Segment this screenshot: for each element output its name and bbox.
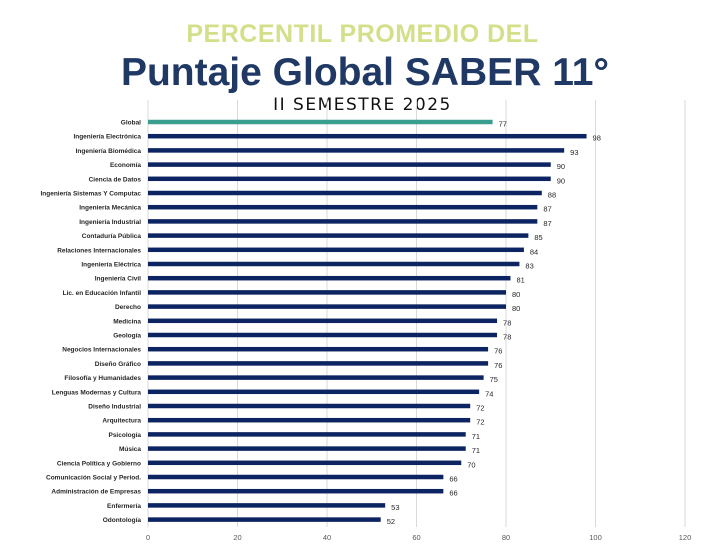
value-label: 88 bbox=[548, 191, 556, 200]
bar bbox=[148, 304, 506, 309]
value-label: 84 bbox=[530, 247, 538, 256]
bar bbox=[148, 119, 493, 125]
chart-pre-title: PERCENTIL PROMEDIO DEL bbox=[186, 20, 539, 48]
value-label: 52 bbox=[387, 517, 395, 526]
value-label: 90 bbox=[557, 176, 565, 185]
category-label: Global bbox=[121, 120, 141, 127]
x-tick-label: 80 bbox=[502, 533, 510, 542]
bar bbox=[148, 375, 484, 380]
value-label: 77 bbox=[499, 120, 507, 129]
x-tick-label: 20 bbox=[233, 533, 241, 542]
bar bbox=[148, 204, 538, 210]
category-label: Relaciones Internacionales bbox=[57, 247, 141, 254]
x-tick-label: 60 bbox=[412, 533, 420, 542]
bar bbox=[148, 190, 542, 196]
category-label: Derecho bbox=[115, 304, 141, 311]
value-label: 78 bbox=[503, 318, 511, 327]
value-label: 71 bbox=[472, 432, 480, 441]
category-label: Comunicación Social y Period. bbox=[46, 475, 141, 482]
value-label: 76 bbox=[494, 361, 502, 370]
value-label: 78 bbox=[503, 333, 511, 342]
value-label: 74 bbox=[485, 389, 493, 398]
bar bbox=[148, 446, 466, 451]
value-label: 90 bbox=[557, 162, 565, 171]
category-label: Lenguas Modernas y Cultura bbox=[52, 389, 142, 396]
bar bbox=[148, 503, 386, 508]
bar bbox=[148, 318, 498, 324]
category-label: Ciencia Política y Gobierno bbox=[57, 460, 141, 467]
bar bbox=[148, 162, 551, 167]
category-label: Administración de Empresas bbox=[51, 489, 141, 496]
category-label: Contaduría Pública bbox=[82, 233, 142, 240]
value-label: 71 bbox=[472, 446, 480, 455]
bar bbox=[148, 389, 480, 395]
category-label: Ingeniería Sistemas Y Computac bbox=[40, 191, 141, 198]
category-label: Filosofía y Humanidades bbox=[64, 375, 141, 382]
value-label: 80 bbox=[512, 290, 520, 299]
value-label: 72 bbox=[476, 404, 484, 413]
bar bbox=[148, 275, 511, 281]
category-label: Diseño Gráfico bbox=[95, 361, 141, 368]
chart-subtitle: II SEMESTRE 2025 bbox=[273, 95, 452, 115]
bar bbox=[148, 517, 381, 522]
category-label: Ingeniería Biomédica bbox=[76, 148, 142, 155]
value-label: 85 bbox=[534, 233, 542, 242]
value-label: 80 bbox=[512, 304, 520, 313]
value-label: 98 bbox=[593, 134, 601, 143]
bar bbox=[148, 176, 551, 182]
bar bbox=[148, 460, 462, 466]
category-label: Música bbox=[119, 446, 141, 453]
category-label: Arquitectura bbox=[102, 418, 141, 425]
x-tick-label: 120 bbox=[679, 533, 692, 542]
category-label: Ingeniería Industrial bbox=[79, 219, 141, 226]
category-label: Ingeniería Electrónica bbox=[73, 134, 141, 141]
value-label: 76 bbox=[494, 347, 502, 356]
category-label: Ingeniería Mecánica bbox=[79, 205, 141, 212]
category-label: Diseño Industrial bbox=[88, 404, 141, 411]
x-tick-label: 40 bbox=[323, 533, 331, 542]
category-label: Negocios Internacionales bbox=[62, 347, 141, 354]
x-tick-label: 100 bbox=[589, 533, 602, 542]
value-label: 53 bbox=[391, 503, 399, 512]
value-label: 66 bbox=[449, 489, 457, 498]
bar bbox=[148, 417, 471, 423]
bar bbox=[148, 219, 538, 224]
category-label: Lic. en Educación Infantil bbox=[63, 290, 142, 297]
category-label: Geología bbox=[113, 333, 141, 340]
category-label: Psicología bbox=[108, 432, 141, 439]
category-label: Ingeniería Eléctrica bbox=[81, 262, 141, 269]
category-label: Medicina bbox=[113, 318, 141, 325]
bar bbox=[148, 361, 489, 366]
value-label: 93 bbox=[570, 148, 578, 157]
chart-title: Puntaje Global SABER 11° bbox=[120, 51, 610, 94]
bar bbox=[148, 474, 444, 480]
bar bbox=[148, 488, 444, 494]
category-label: Ciencia de Datos bbox=[89, 176, 142, 183]
value-label: 66 bbox=[449, 475, 457, 484]
bar bbox=[148, 403, 471, 409]
bar bbox=[148, 261, 520, 267]
value-label: 87 bbox=[543, 205, 551, 214]
bar bbox=[148, 148, 565, 153]
bar bbox=[148, 233, 529, 238]
value-label: 87 bbox=[543, 219, 551, 228]
value-label: 81 bbox=[516, 276, 524, 285]
value-label: 75 bbox=[490, 375, 498, 384]
value-label: 72 bbox=[476, 418, 484, 427]
bar bbox=[148, 432, 466, 437]
category-label: Ingeniería Civil bbox=[95, 276, 141, 283]
bar bbox=[148, 346, 489, 352]
category-label: Economía bbox=[110, 162, 141, 169]
category-label: Enfermería bbox=[107, 503, 141, 510]
bar bbox=[148, 290, 506, 295]
bar bbox=[148, 133, 587, 139]
bar bbox=[148, 332, 498, 338]
x-tick-label: 0 bbox=[146, 533, 150, 542]
value-label: 70 bbox=[467, 460, 475, 469]
bar bbox=[148, 247, 524, 253]
value-label: 83 bbox=[525, 262, 533, 271]
category-label: Odontología bbox=[103, 517, 142, 524]
